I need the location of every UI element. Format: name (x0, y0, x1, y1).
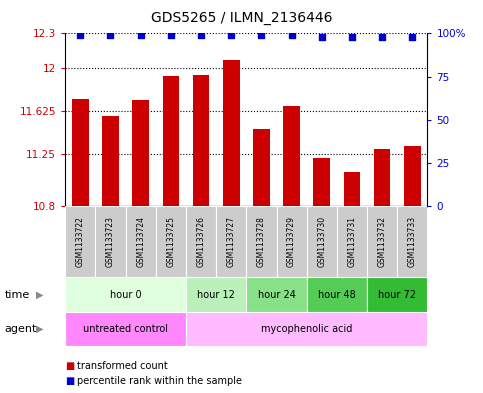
Bar (193, 75, 209, 206)
Bar (397, 206, 427, 277)
Text: GSM1133727: GSM1133727 (227, 216, 236, 267)
Point (257, 32, 265, 38)
Bar (367, 277, 427, 312)
Text: ▶: ▶ (36, 324, 43, 334)
Text: ■: ■ (65, 376, 74, 386)
Text: GDS5265 / ILMN_2136446: GDS5265 / ILMN_2136446 (151, 11, 332, 25)
Bar (96, 206, 126, 277)
Bar (126, 206, 156, 277)
Text: ▶: ▶ (36, 290, 43, 300)
Bar (404, 146, 421, 206)
Bar (313, 158, 330, 206)
Bar (72, 99, 88, 206)
Bar (156, 206, 186, 277)
Bar (276, 206, 307, 277)
Bar (374, 149, 390, 206)
Bar (307, 277, 367, 312)
Text: GSM1133724: GSM1133724 (136, 216, 145, 267)
Bar (223, 60, 240, 206)
Text: GSM1133728: GSM1133728 (257, 216, 266, 267)
Point (197, 32, 205, 38)
Point (107, 32, 114, 38)
Bar (216, 206, 246, 277)
Text: time: time (5, 290, 30, 300)
Bar (344, 172, 360, 206)
Text: mycophenolic acid: mycophenolic acid (261, 324, 353, 334)
Text: hour 12: hour 12 (197, 290, 235, 300)
Bar (102, 116, 119, 206)
Bar (186, 312, 427, 346)
Bar (132, 100, 149, 206)
Text: ■: ■ (65, 361, 74, 371)
Bar (65, 277, 186, 312)
Bar (307, 206, 337, 277)
Bar (253, 129, 270, 206)
Bar (246, 277, 307, 312)
Point (288, 32, 296, 38)
Text: hour 0: hour 0 (110, 290, 142, 300)
Bar (163, 76, 179, 206)
Text: GSM1133726: GSM1133726 (197, 216, 206, 267)
Bar (186, 277, 246, 312)
Text: GSM1133723: GSM1133723 (106, 216, 115, 267)
Bar (367, 206, 397, 277)
Text: GSM1133732: GSM1133732 (378, 216, 387, 267)
Bar (65, 312, 186, 346)
Bar (65, 206, 96, 277)
Point (227, 32, 235, 38)
Bar (186, 206, 216, 277)
Text: hour 72: hour 72 (378, 290, 416, 300)
Text: GSM1133730: GSM1133730 (317, 216, 327, 267)
Text: transformed count: transformed count (77, 361, 168, 371)
Text: percentile rank within the sample: percentile rank within the sample (77, 376, 242, 386)
Text: hour 24: hour 24 (257, 290, 296, 300)
Text: GSM1133733: GSM1133733 (408, 216, 417, 267)
Text: untreated control: untreated control (83, 324, 168, 334)
Text: GSM1133722: GSM1133722 (76, 216, 85, 267)
Bar (246, 206, 276, 277)
Point (378, 34, 386, 40)
Point (409, 34, 416, 40)
Point (137, 32, 144, 38)
Bar (284, 106, 300, 206)
Point (167, 32, 175, 38)
Text: agent: agent (5, 324, 37, 334)
Bar (337, 206, 367, 277)
Text: GSM1133725: GSM1133725 (166, 216, 175, 267)
Point (318, 34, 326, 40)
Point (76, 32, 84, 38)
Text: GSM1133729: GSM1133729 (287, 216, 296, 267)
Text: GSM1133731: GSM1133731 (347, 216, 356, 267)
Point (348, 34, 356, 40)
Text: hour 48: hour 48 (318, 290, 356, 300)
